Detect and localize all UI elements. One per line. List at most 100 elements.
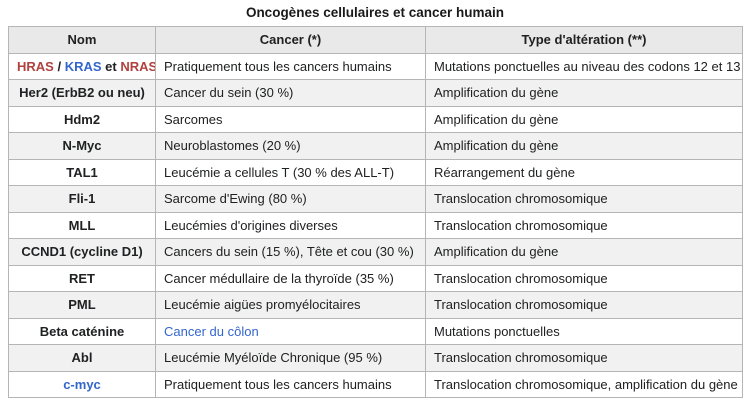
cell-text: Leucémies d'origines diverses (164, 217, 338, 233)
link-hras[interactable]: HRAS (17, 58, 54, 74)
cancer-cell: Leucémie Myéloïde Chronique (95 %) (155, 344, 426, 372)
cell-text: Leucémie Myéloïde Chronique (95 %) (164, 350, 383, 365)
cancer-cell: Leucémies d'origines diverses (155, 211, 426, 239)
table-row: Abl Leucémie Myéloïde Chronique (95 %) Tra… (8, 344, 743, 372)
cell-text: Fli-1 (68, 191, 96, 206)
alteration-cell: Translocation chromosomique (425, 264, 743, 292)
cancer-cell: Pratiquement tous les cancers humains (155, 370, 426, 398)
table-row: TAL1 Leucémie a cellules T (30 % des ALL-… (8, 158, 743, 186)
link-c-myc[interactable]: c-myc (63, 376, 101, 392)
cell-text: Mutations ponctuelles (434, 323, 560, 339)
link-nras[interactable]: NRAS (120, 58, 156, 74)
gene-name-cell: Her2 (ErbB2 ou neu) (8, 79, 156, 107)
cell-text: Cancer médullaire de la thyroïde (35 %) (164, 270, 394, 286)
cancer-cell: Cancers du sein (15 %), Tête et cou (30 … (155, 238, 426, 266)
cell-text: Sarcomes (164, 111, 223, 127)
cell-text: N-Myc (62, 138, 102, 153)
alteration-cell: Translocation chromosomique (425, 185, 743, 213)
cell-text: MLL (68, 217, 96, 233)
link-cancer-du-colon[interactable]: Cancer du côlon (164, 323, 259, 339)
column-header-cancer: Cancer (*) (155, 26, 426, 54)
header-row: Nom Cancer (*) Type d'altération (**) (8, 26, 743, 54)
cell-text: CCND1 (cycline D1) (21, 244, 143, 259)
cell-text: Amplification du gène (434, 244, 559, 259)
cell-text: Cancers du sein (15 %), Tête et cou (30 … (164, 244, 414, 259)
cancer-cell: Neuroblastomes (20 %) (155, 132, 426, 160)
cell-text: Her2 (ErbB2 ou neu) (19, 85, 145, 100)
link-kras[interactable]: KRAS (64, 58, 102, 74)
alteration-cell: Mutations ponctuelles (425, 317, 743, 345)
alteration-cell: Réarrangement du gène (425, 158, 743, 186)
cell-text: Beta caténine (39, 323, 125, 339)
cancer-cell: Cancer du côlon (155, 317, 426, 345)
oncogenes-table: Nom Cancer (*) Type d'altération (**) HR… (8, 26, 743, 398)
table-header: Nom Cancer (*) Type d'altération (**) (8, 26, 743, 54)
cell-text: Mutations ponctuelles au niveau des codo… (434, 58, 741, 74)
gene-name-cell: HRAS / KRAS et NRAS (8, 52, 156, 80)
cell-text: Neuroblastomes (20 %) (164, 138, 301, 153)
cell-text: Translocation chromosomique (434, 217, 608, 233)
cell-text: Cancer du sein (30 %) (164, 85, 294, 100)
cancer-cell: Pratiquement tous les cancers humains (155, 52, 426, 80)
cell-text: Abl (71, 350, 93, 365)
table-row: Her2 (ErbB2 ou neu) Cancer du sein (30 %)… (8, 79, 743, 107)
cancer-cell: Sarcome d'Ewing (80 %) (155, 185, 426, 213)
alteration-cell: Translocation chromosomique (425, 291, 743, 319)
table-row: Fli-1 Sarcome d'Ewing (80 %) Translocation… (8, 185, 743, 213)
table-row: PML Leucémie aigües promyélocitaires Trans… (8, 291, 743, 319)
table-row: CCND1 (cycline D1) Cancers du sein (15 %)… (8, 238, 743, 266)
cell-text: / (53, 58, 65, 74)
cell-text: Pratiquement tous les cancers humains (164, 58, 392, 74)
column-header-nom: Nom (8, 26, 156, 54)
cell-text: Amplification du gène (434, 111, 559, 127)
gene-name-cell: Hdm2 (8, 105, 156, 133)
table-row: c-myc Pratiquement tous les cancers humai… (8, 370, 743, 398)
alteration-cell: Amplification du gène (425, 105, 743, 133)
alteration-cell: Mutations ponctuelles au niveau des codo… (425, 52, 743, 80)
cancer-cell: Leucémie a cellules T (30 % des ALL-T) (155, 158, 426, 186)
cell-text: Translocation chromosomique (434, 191, 608, 206)
cell-text: Translocation chromosomique (434, 350, 608, 365)
column-header-alteration: Type d'altération (**) (425, 26, 743, 54)
gene-name-cell: c-myc (8, 370, 156, 398)
cell-text: et (101, 58, 121, 74)
gene-name-cell: Abl (8, 344, 156, 372)
gene-name-cell: CCND1 (cycline D1) (8, 238, 156, 266)
alteration-cell: Amplification du gène (425, 238, 743, 266)
cancer-cell: Cancer médullaire de la thyroïde (35 %) (155, 264, 426, 292)
alteration-cell: Amplification du gène (425, 79, 743, 107)
table-row: Beta caténine Cancer du côlon Mutations po… (8, 317, 743, 345)
alteration-cell: Amplification du gène (425, 132, 743, 160)
cell-text: Leucémie aigües promyélocitaires (164, 297, 361, 312)
gene-name-cell: Fli-1 (8, 185, 156, 213)
cell-text: Sarcome d'Ewing (80 %) (164, 191, 307, 206)
table-body: HRAS / KRAS et NRAS Pratiquement tous les… (8, 52, 743, 398)
cell-text: Hdm2 (63, 111, 101, 127)
gene-name-cell: RET (8, 264, 156, 292)
alteration-cell: Translocation chromosomique (425, 211, 743, 239)
cell-text: PML (68, 297, 96, 312)
cell-text: TAL1 (66, 164, 98, 180)
cancer-cell: Cancer du sein (30 %) (155, 79, 426, 107)
cell-text: RET (69, 270, 95, 286)
gene-name-cell: PML (8, 291, 156, 319)
cancer-cell: Leucémie aigües promyélocitaires (155, 291, 426, 319)
cell-text: Translocation chromosomique (434, 297, 608, 312)
table-row: N-Myc Neuroblastomes (20 %) Amplification … (8, 132, 743, 160)
table-row: HRAS / KRAS et NRAS Pratiquement tous les… (8, 52, 743, 80)
gene-name-cell: N-Myc (8, 132, 156, 160)
alteration-cell: Translocation chromosomique, amplificati… (425, 370, 743, 398)
cell-text: Translocation chromosomique, amplificati… (434, 376, 738, 392)
cell-text: Translocation chromosomique (434, 270, 608, 286)
table-row: MLL Leucémies d'origines diverses Transloc… (8, 211, 743, 239)
table-row: Hdm2 Sarcomes Amplification du gène (8, 105, 743, 133)
cell-text: Amplification du gène (434, 138, 559, 153)
cell-text: Réarrangement du gène (434, 164, 575, 180)
gene-name-cell: MLL (8, 211, 156, 239)
table-row: RET Cancer médullaire de la thyroïde (35 … (8, 264, 743, 292)
table-title: Oncogènes cellulaires et cancer humain (245, 5, 505, 20)
alteration-cell: Translocation chromosomique (425, 344, 743, 372)
gene-name-cell: TAL1 (8, 158, 156, 186)
cell-text: Amplification du gène (434, 85, 559, 100)
